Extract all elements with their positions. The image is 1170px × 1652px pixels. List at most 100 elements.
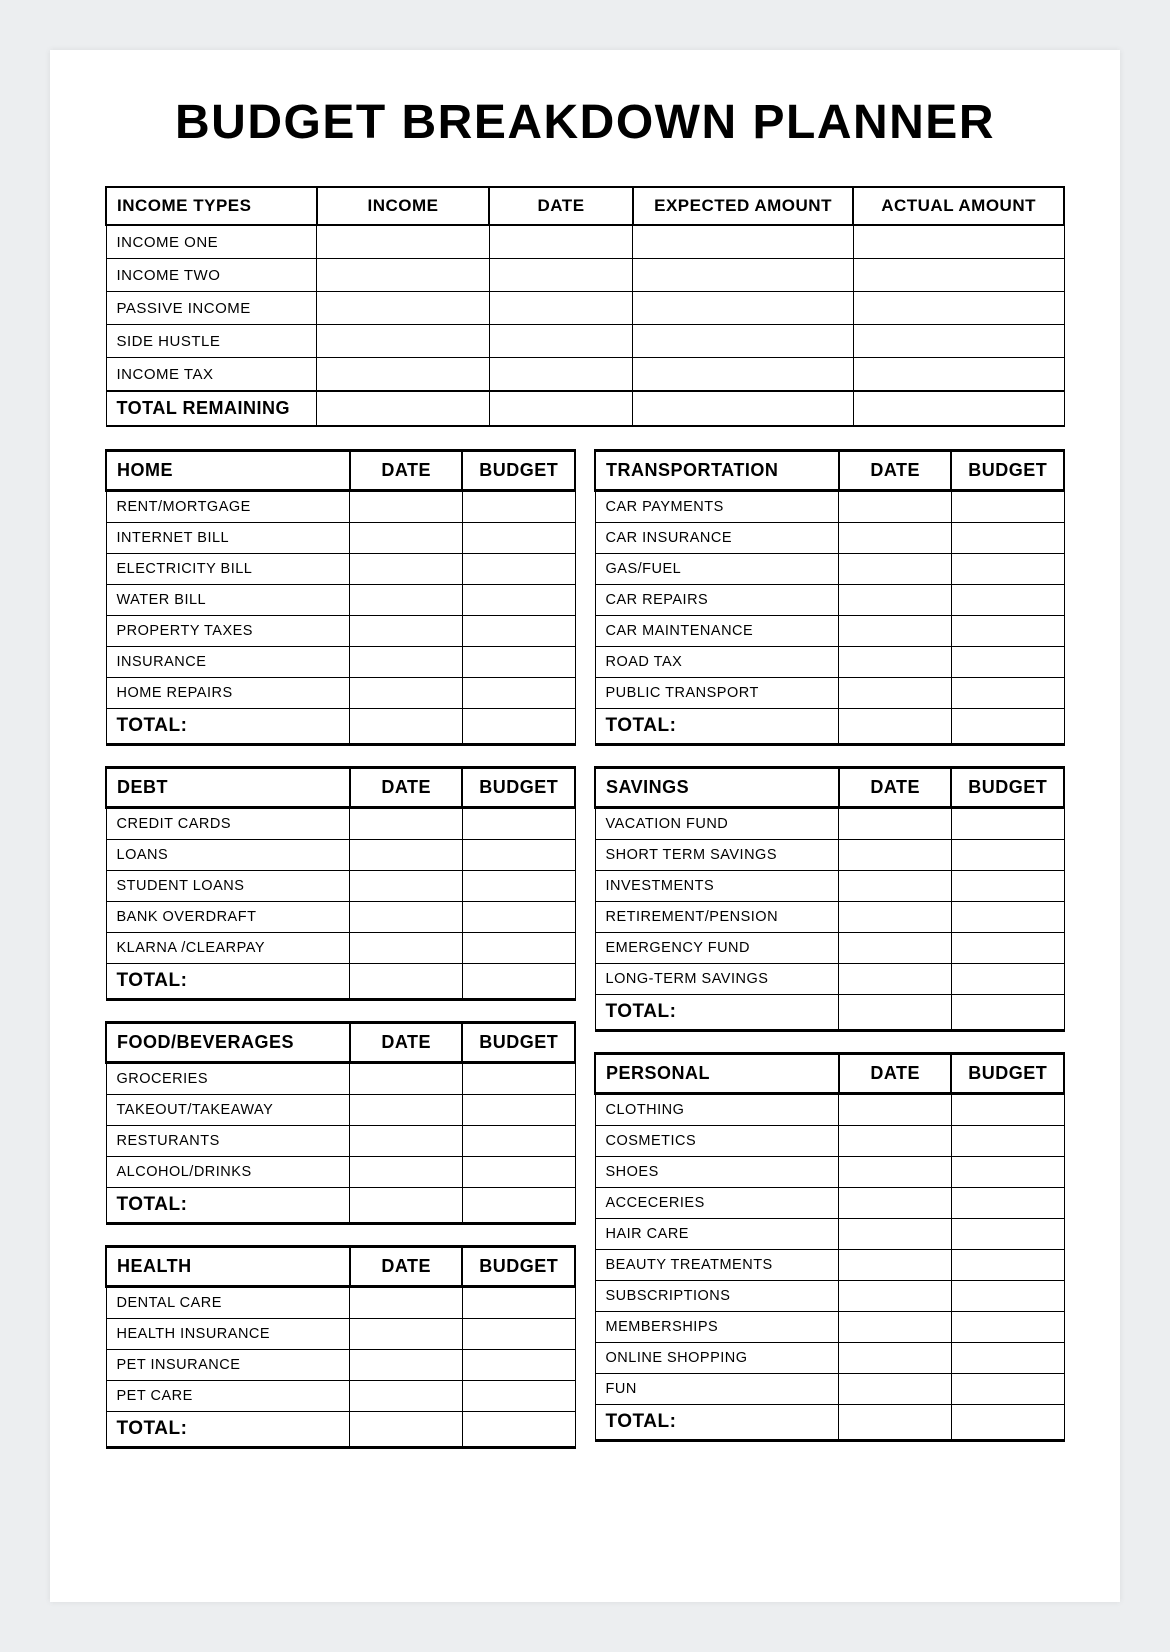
transportation-total-cell[interactable] xyxy=(951,709,1064,745)
income-cell[interactable] xyxy=(317,358,489,392)
income-cell[interactable] xyxy=(489,259,633,292)
food-beverages-cell[interactable] xyxy=(350,1126,463,1157)
personal-cell[interactable] xyxy=(951,1188,1064,1219)
savings-cell[interactable] xyxy=(839,808,952,840)
personal-cell[interactable] xyxy=(839,1343,952,1374)
personal-cell[interactable] xyxy=(951,1157,1064,1188)
home-cell[interactable] xyxy=(350,647,463,678)
debt-cell[interactable] xyxy=(462,840,575,871)
savings-cell[interactable] xyxy=(839,964,952,995)
transportation-cell[interactable] xyxy=(951,523,1064,554)
home-total-cell[interactable] xyxy=(462,709,575,745)
income-cell[interactable] xyxy=(317,292,489,325)
transportation-cell[interactable] xyxy=(839,491,952,523)
food-beverages-cell[interactable] xyxy=(462,1126,575,1157)
income-cell[interactable] xyxy=(853,358,1064,392)
transportation-cell[interactable] xyxy=(839,554,952,585)
personal-cell[interactable] xyxy=(839,1188,952,1219)
transportation-cell[interactable] xyxy=(951,491,1064,523)
savings-cell[interactable] xyxy=(839,933,952,964)
debt-cell[interactable] xyxy=(462,808,575,840)
home-cell[interactable] xyxy=(350,678,463,709)
savings-cell[interactable] xyxy=(951,840,1064,871)
transportation-cell[interactable] xyxy=(951,585,1064,616)
debt-cell[interactable] xyxy=(462,902,575,933)
debt-cell[interactable] xyxy=(350,933,463,964)
food-beverages-cell[interactable] xyxy=(462,1063,575,1095)
personal-cell[interactable] xyxy=(951,1343,1064,1374)
savings-cell[interactable] xyxy=(951,871,1064,902)
home-cell[interactable] xyxy=(462,616,575,647)
savings-total-cell[interactable] xyxy=(951,995,1064,1031)
transportation-cell[interactable] xyxy=(951,647,1064,678)
debt-cell[interactable] xyxy=(462,933,575,964)
food-beverages-cell[interactable] xyxy=(350,1157,463,1188)
food-beverages-total-cell[interactable] xyxy=(350,1188,463,1224)
income-cell[interactable] xyxy=(633,325,853,358)
personal-cell[interactable] xyxy=(839,1312,952,1343)
savings-total-cell[interactable] xyxy=(839,995,952,1031)
home-cell[interactable] xyxy=(462,554,575,585)
personal-cell[interactable] xyxy=(839,1157,952,1188)
debt-cell[interactable] xyxy=(350,902,463,933)
personal-cell[interactable] xyxy=(951,1281,1064,1312)
transportation-cell[interactable] xyxy=(951,678,1064,709)
transportation-cell[interactable] xyxy=(839,647,952,678)
income-cell[interactable] xyxy=(489,325,633,358)
personal-cell[interactable] xyxy=(839,1094,952,1126)
income-total-cell[interactable] xyxy=(633,391,853,426)
personal-cell[interactable] xyxy=(839,1281,952,1312)
savings-cell[interactable] xyxy=(951,933,1064,964)
food-beverages-cell[interactable] xyxy=(462,1157,575,1188)
health-cell[interactable] xyxy=(350,1319,463,1350)
personal-total-cell[interactable] xyxy=(951,1405,1064,1441)
debt-cell[interactable] xyxy=(350,840,463,871)
transportation-cell[interactable] xyxy=(951,554,1064,585)
personal-cell[interactable] xyxy=(839,1250,952,1281)
home-cell[interactable] xyxy=(350,616,463,647)
home-total-cell[interactable] xyxy=(350,709,463,745)
income-total-cell[interactable] xyxy=(317,391,489,426)
transportation-cell[interactable] xyxy=(839,678,952,709)
transportation-cell[interactable] xyxy=(839,585,952,616)
personal-cell[interactable] xyxy=(951,1219,1064,1250)
debt-total-cell[interactable] xyxy=(350,964,463,1000)
personal-cell[interactable] xyxy=(951,1126,1064,1157)
home-cell[interactable] xyxy=(462,678,575,709)
health-cell[interactable] xyxy=(350,1287,463,1319)
savings-cell[interactable] xyxy=(839,871,952,902)
home-cell[interactable] xyxy=(462,523,575,554)
income-cell[interactable] xyxy=(853,292,1064,325)
health-cell[interactable] xyxy=(350,1381,463,1412)
income-cell[interactable] xyxy=(489,358,633,392)
income-total-cell[interactable] xyxy=(489,391,633,426)
debt-cell[interactable] xyxy=(350,808,463,840)
home-cell[interactable] xyxy=(350,554,463,585)
home-cell[interactable] xyxy=(350,523,463,554)
health-cell[interactable] xyxy=(350,1350,463,1381)
income-cell[interactable] xyxy=(853,225,1064,259)
income-cell[interactable] xyxy=(489,225,633,259)
transportation-total-cell[interactable] xyxy=(839,709,952,745)
personal-cell[interactable] xyxy=(951,1250,1064,1281)
health-total-cell[interactable] xyxy=(462,1412,575,1448)
health-cell[interactable] xyxy=(462,1350,575,1381)
debt-cell[interactable] xyxy=(462,871,575,902)
food-beverages-cell[interactable] xyxy=(350,1095,463,1126)
home-cell[interactable] xyxy=(462,585,575,616)
income-cell[interactable] xyxy=(633,292,853,325)
home-cell[interactable] xyxy=(350,585,463,616)
food-beverages-cell[interactable] xyxy=(462,1095,575,1126)
debt-total-cell[interactable] xyxy=(462,964,575,1000)
savings-cell[interactable] xyxy=(951,808,1064,840)
food-beverages-total-cell[interactable] xyxy=(462,1188,575,1224)
health-cell[interactable] xyxy=(462,1287,575,1319)
income-total-cell[interactable] xyxy=(853,391,1064,426)
personal-cell[interactable] xyxy=(839,1219,952,1250)
income-cell[interactable] xyxy=(317,259,489,292)
personal-cell[interactable] xyxy=(839,1374,952,1405)
income-cell[interactable] xyxy=(633,259,853,292)
income-cell[interactable] xyxy=(317,225,489,259)
transportation-cell[interactable] xyxy=(951,616,1064,647)
personal-cell[interactable] xyxy=(839,1126,952,1157)
